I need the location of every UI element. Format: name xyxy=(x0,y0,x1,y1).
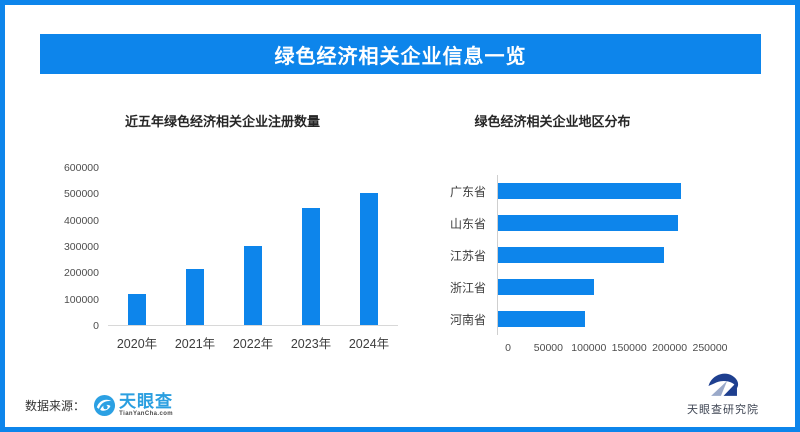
institute-name: 天眼查研究院 xyxy=(687,404,759,416)
institute-logo: 天眼查研究院 xyxy=(687,370,759,417)
source-label: 数据来源： xyxy=(25,398,86,413)
region-label: 河南省 xyxy=(449,312,486,327)
y-tick-label: 500000 xyxy=(63,188,99,201)
h-x-tick-label: 250000 xyxy=(692,342,728,354)
data-source: 数据来源： 天眼查 TianYanCha.com xyxy=(25,393,173,417)
registration-bar xyxy=(128,293,146,325)
registration-bar xyxy=(360,192,378,325)
h-x-tick-label: 150000 xyxy=(611,342,647,354)
region-bar-track xyxy=(497,175,699,207)
distribution-bar-chart: 绿色经济相关企业地区分布 广东省山东省江苏省浙江省河南省 0 50000 10000… xyxy=(417,74,795,370)
h-x-tick-label: 50000 xyxy=(533,342,563,354)
region-bar-track xyxy=(497,239,699,271)
region-label: 山东省 xyxy=(449,216,486,231)
region-bar-track xyxy=(497,207,699,239)
tianyancha-eye-icon xyxy=(93,394,116,416)
footer: 数据来源： 天眼查 TianYanCha.com 天眼查研 xyxy=(5,370,795,427)
region-bar xyxy=(498,247,665,263)
registration-bar xyxy=(302,207,320,325)
region-label: 浙江省 xyxy=(449,280,486,295)
region-label: 广东省 xyxy=(449,184,486,199)
institute-swoosh-icon xyxy=(708,373,739,396)
bar-plot-area xyxy=(108,168,398,326)
region-label: 江苏省 xyxy=(449,248,486,263)
y-tick-label: 0 xyxy=(93,320,99,332)
region-bar xyxy=(498,183,681,199)
bar-slot xyxy=(340,192,398,325)
bar-slot xyxy=(166,269,224,325)
h-x-tick-label: 200000 xyxy=(652,342,688,354)
x-axis-category-labels: 2020年 2021年 2022年 2023年 2024年 xyxy=(108,333,398,352)
registrations-bar-chart: 近五年绿色经济相关企业注册数量 0 100000 200000 300000 40000… xyxy=(45,74,417,370)
y-tick-label: 600000 xyxy=(63,162,99,174)
x-category-label: 2021年 xyxy=(174,337,216,351)
tianyancha-wordmark: 天眼查 xyxy=(119,392,174,411)
registration-bar xyxy=(244,246,262,325)
region-row: 广东省 xyxy=(445,175,795,207)
x-category-label: 2020年 xyxy=(116,337,158,351)
horizontal-bar-plot-area: 广东省山东省江苏省浙江省河南省 xyxy=(445,175,795,335)
x-category-label: 2024年 xyxy=(348,337,390,351)
bar-slot xyxy=(224,246,282,325)
registration-bar xyxy=(186,269,204,325)
region-row: 山东省 xyxy=(445,207,795,239)
x-category-label: 2022年 xyxy=(232,337,274,351)
region-bar-track xyxy=(497,303,699,335)
y-tick-label: 200000 xyxy=(63,267,99,280)
y-tick-label: 400000 xyxy=(63,214,99,227)
bar-slot xyxy=(108,293,166,325)
title-banner: 绿色经济相关企业信息一览 xyxy=(40,34,761,74)
y-tick-label: 300000 xyxy=(63,241,99,253)
tianyancha-wordmark-group: 天眼查 TianYanCha.com xyxy=(119,393,173,417)
region-row: 浙江省 xyxy=(445,271,795,303)
right-chart-title: 绿色经济相关企业地区分布 xyxy=(474,114,631,129)
h-x-tick-label: 0 xyxy=(505,342,511,354)
tianyancha-logo: 天眼查 TianYanCha.com xyxy=(93,393,173,417)
tianyancha-domain-text: TianYanCha.com xyxy=(119,411,174,417)
left-chart-title: 近五年绿色经济相关企业注册数量 xyxy=(124,114,320,129)
y-axis-tick-labels: 0 100000 200000 300000 400000 500000 600000 xyxy=(45,162,108,332)
charts-row: 近五年绿色经济相关企业注册数量 0 100000 200000 300000 40000… xyxy=(5,74,795,370)
region-row: 河南省 xyxy=(445,303,795,335)
bar-slot xyxy=(282,207,340,325)
y-tick-label: 100000 xyxy=(63,293,99,306)
region-bar-track xyxy=(497,271,699,303)
page-title: 绿色经济相关企业信息一览 xyxy=(274,45,527,68)
h-x-tick-label: 100000 xyxy=(571,342,607,354)
region-bar xyxy=(498,311,586,327)
region-row: 江苏省 xyxy=(445,239,795,271)
h-x-axis-tick-labels: 0 50000 100000 150000 200000 250000 xyxy=(505,342,727,355)
region-bar xyxy=(498,279,595,295)
x-category-label: 2023年 xyxy=(290,337,332,351)
region-bar xyxy=(498,215,679,231)
vertical-bar-chart-area: 0 100000 200000 300000 400000 500000 600000 xyxy=(45,162,417,332)
